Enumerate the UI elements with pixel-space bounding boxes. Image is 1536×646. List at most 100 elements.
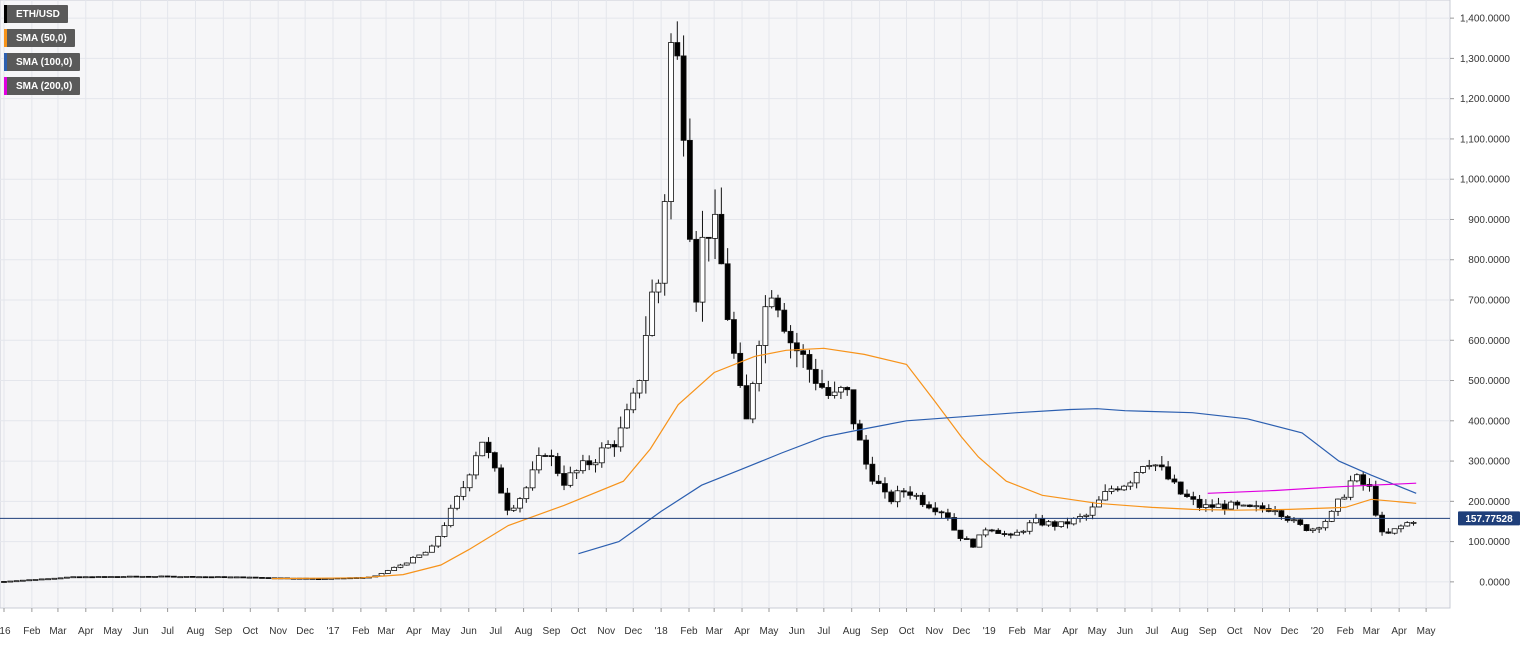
x-tick-label: Aug: [515, 626, 533, 637]
x-tick-label: Apr: [406, 626, 422, 637]
candle-body: [435, 536, 442, 547]
legend-item-sma200[interactable]: SMA (200,0): [4, 77, 81, 95]
sma-line-1: [578, 408, 1417, 555]
candle-body: [1316, 527, 1323, 530]
candle: [1240, 504, 1247, 507]
candle: [1140, 465, 1146, 474]
candle: [1328, 510, 1335, 523]
candle: [1102, 484, 1109, 501]
candle-body: [1140, 466, 1146, 473]
x-tick-label: Apr: [1062, 626, 1078, 637]
candle-body: [781, 309, 788, 332]
candle: [624, 403, 630, 429]
candle-body: [775, 297, 781, 311]
candle-body: [762, 306, 769, 346]
candle: [542, 453, 549, 457]
candle-body: [1385, 531, 1392, 534]
candle: [819, 369, 825, 390]
candle-body: [410, 556, 416, 564]
candle: [1391, 528, 1398, 535]
candle: [812, 358, 819, 391]
candle: [1234, 500, 1241, 510]
candle-body: [756, 345, 763, 384]
x-tick-label: May: [760, 626, 779, 637]
x-tick-label: Oct: [899, 626, 915, 637]
candle-body: [580, 460, 586, 472]
candle: [183, 576, 190, 578]
candle-body: [416, 554, 423, 558]
x-tick-label: Sep: [1199, 626, 1217, 637]
legend-item-sma100[interactable]: SMA (100,0): [4, 53, 81, 71]
y-tick-label: 100.0000: [1468, 537, 1510, 548]
candle-body: [1121, 485, 1127, 491]
candle: [598, 442, 605, 468]
candle-body: [170, 575, 177, 578]
x-tick-label: Jul: [161, 626, 174, 637]
candle-body: [561, 473, 567, 486]
candle: [504, 487, 511, 516]
candle-body: [1278, 510, 1285, 517]
candle-body: [1014, 531, 1020, 536]
candle: [76, 576, 83, 579]
candle: [32, 579, 39, 581]
legend-item-sma50[interactable]: SMA (50,0): [4, 29, 75, 47]
candle-body: [189, 576, 196, 578]
x-tick-label: Sep: [214, 626, 232, 637]
candle-body: [101, 576, 108, 578]
candle-body: [938, 511, 945, 514]
x-tick-label: Jul: [1146, 626, 1159, 637]
candle-body: [630, 392, 637, 411]
candle: [642, 316, 649, 394]
candle: [1322, 519, 1329, 531]
legend-swatch-ethusd: [4, 5, 7, 23]
candle: [844, 386, 851, 396]
x-tick-label: Nov: [269, 626, 287, 637]
candle: [926, 501, 932, 510]
candle-body: [183, 576, 190, 578]
x-tick-label: '16: [0, 626, 11, 637]
candle-body: [957, 529, 964, 539]
x-tick-label: Jun: [1117, 626, 1133, 637]
candle: [850, 389, 857, 430]
candle-body: [510, 507, 517, 511]
y-tick-label: 500.0000: [1468, 376, 1510, 387]
candle-body: [1177, 481, 1184, 495]
candle-body: [586, 460, 593, 466]
candle: [227, 576, 234, 579]
candle: [712, 189, 718, 260]
candle-body: [441, 525, 448, 537]
candle: [1001, 530, 1008, 537]
candle-body: [479, 441, 486, 457]
candle-body: [45, 578, 51, 581]
candle: [447, 504, 454, 528]
legend-label-ethusd: ETH/USD: [16, 8, 60, 20]
candle-body: [139, 575, 146, 578]
candle-body: [1360, 474, 1367, 485]
y-tick-label: 800.0000: [1468, 255, 1510, 266]
y-tick-label: 900.0000: [1468, 215, 1510, 226]
legend-label-sma50: SMA (50,0): [16, 32, 67, 44]
candle-body: [712, 213, 718, 239]
candle-body: [1089, 506, 1096, 516]
candle: [668, 33, 674, 220]
candle: [1297, 517, 1304, 526]
candle: [384, 569, 391, 574]
candle: [177, 576, 184, 579]
candle-body: [743, 385, 750, 420]
x-tick-label: May: [1088, 626, 1107, 637]
sma-line-0: [271, 347, 1417, 580]
candle-body: [1322, 520, 1329, 529]
candle-body: [1404, 522, 1411, 527]
candle: [580, 454, 586, 474]
candle: [133, 575, 140, 578]
candle: [1385, 528, 1392, 534]
candle: [592, 459, 599, 473]
candle-body: [812, 368, 819, 384]
candle: [1398, 524, 1404, 533]
candle-body: [51, 577, 58, 580]
candle: [51, 577, 58, 580]
candle: [233, 576, 240, 579]
candle-body: [863, 439, 869, 465]
legend-item-ethusd[interactable]: ETH/USD: [4, 5, 68, 23]
